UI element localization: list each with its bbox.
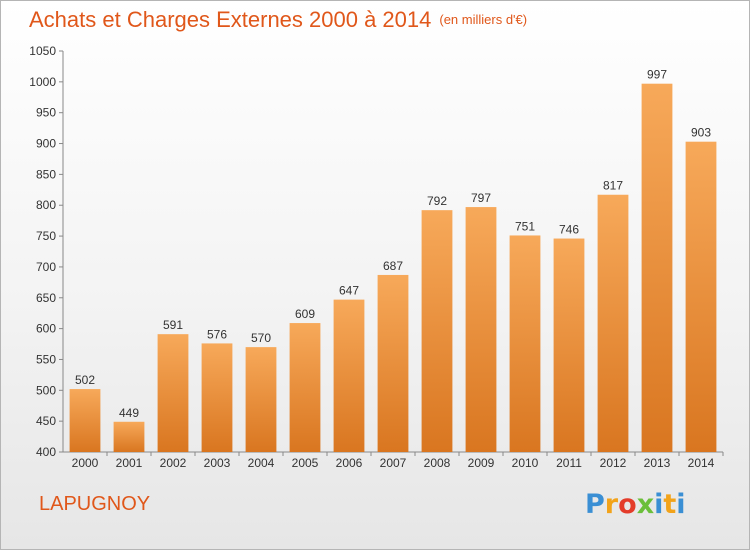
y-tick-label: 500 [36,383,56,397]
bar [377,274,409,452]
bar-value-label: 797 [471,191,491,205]
logo-letter: P [585,489,605,520]
bar [685,141,717,453]
y-tick-label: 600 [36,322,56,336]
bar-value-label: 687 [383,259,403,273]
bar [245,347,277,452]
bar [597,194,629,452]
bar-value-label: 751 [515,219,535,233]
chart-title-text: Achats et Charges Externes 2000 à 2014 [29,7,432,32]
logo-letter: t [663,489,677,520]
y-tick-label: 750 [36,229,56,243]
y-tick-label: 1050 [29,44,56,58]
bar-value-label: 576 [207,327,227,341]
commune-name: LAPUGNOY [39,493,151,515]
y-tick-label: 900 [36,137,56,151]
y-tick-label: 950 [36,106,56,120]
y-tick-label: 400 [36,445,56,459]
y-tick-label: 700 [36,260,56,274]
logo-letter: i [676,489,686,520]
bar [553,238,585,452]
y-tick-label: 650 [36,291,56,305]
x-tick-label: 2009 [468,456,495,470]
x-tick-label: 2007 [380,456,407,470]
bar [289,323,321,452]
data-labels: 502 449 591 576 570 609 647 687 792 797 751 746 817 9… [75,68,711,420]
bar-value-label: 570 [251,331,271,345]
y-tick-label: 850 [36,167,56,181]
x-tick-label: 2002 [160,456,187,470]
y-tick-label: 450 [36,414,56,428]
x-axis: 2000 2001 2002 2003 2004 2005 2006 2007 2008 2009… [63,451,724,470]
bar [157,334,189,452]
bar [641,83,673,452]
x-tick-label: 2000 [72,456,99,470]
bar-value-label: 591 [163,318,183,332]
y-tick-label: 1000 [29,75,56,89]
x-tick-label: 2013 [644,456,671,470]
bar-value-label: 903 [691,126,711,140]
bar-value-label: 817 [603,179,623,193]
x-tick-label: 2001 [116,456,143,470]
chart-title: Achats et Charges Externes 2000 à 2014 (e… [29,7,527,33]
bar [333,299,365,452]
bar-series [69,83,717,453]
x-tick-label: 2010 [512,456,539,470]
bar-value-label: 449 [119,406,139,420]
y-tick-label: 550 [36,352,56,366]
bar-value-label: 502 [75,373,95,387]
x-tick-label: 2006 [336,456,363,470]
y-axis: 400 450 500 550 600 650 700 750 800 850 900 950 1000… [29,44,64,459]
bar-value-label: 746 [559,223,579,237]
bar-value-label: 647 [339,284,359,298]
logo-letter: i [654,489,664,520]
x-tick-label: 2005 [292,456,319,470]
proxiti-logo: Proxiti [585,489,686,520]
logo-letter: o [618,489,637,520]
chart-unit: (en milliers d'€) [439,12,528,27]
x-tick-label: 2012 [600,456,627,470]
bar [201,343,233,452]
x-tick-label: 2014 [688,456,715,470]
x-tick-label: 2011 [556,456,582,470]
x-tick-label: 2004 [248,456,275,470]
logo-letter: r [604,489,619,520]
bar [69,389,101,452]
bar-value-label: 609 [295,307,315,321]
bar [465,207,497,452]
y-tick-label: 800 [36,198,56,212]
bar [113,421,145,452]
bar-value-label: 997 [647,68,667,82]
bar [421,210,453,452]
x-tick-label: 2003 [204,456,231,470]
bar [509,235,541,452]
logo-letter: x [636,489,655,520]
bar-value-label: 792 [427,194,447,208]
x-tick-label: 2008 [424,456,451,470]
